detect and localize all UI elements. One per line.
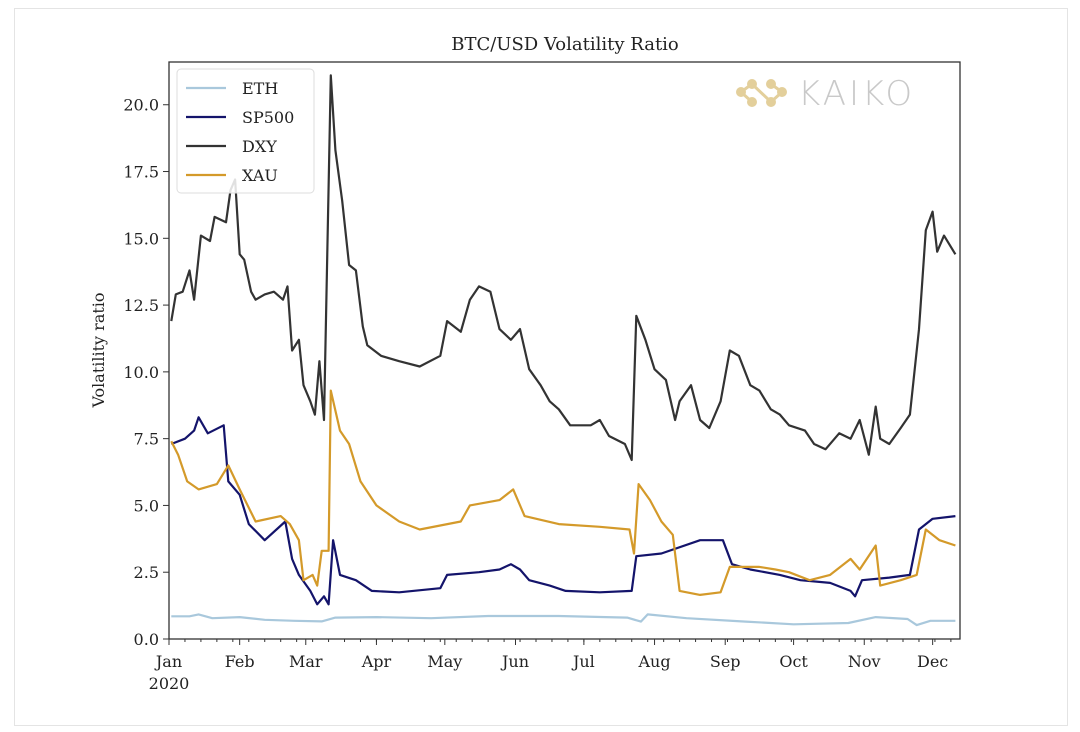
legend-box — [176, 68, 315, 194]
y-tick-label: 17.5 — [123, 163, 159, 182]
x-tick-label: Mar — [289, 652, 323, 671]
x-tick-label: Nov — [848, 652, 881, 671]
x-tick-sublabel: 2020 — [149, 674, 190, 693]
kaiko-logo-icon — [736, 79, 787, 107]
y-tick-label: 12.5 — [123, 296, 159, 315]
series-line-sp500 — [170, 416, 956, 606]
series-line-dxy — [170, 74, 957, 462]
kaiko-logo-text: KAIKO — [798, 74, 915, 114]
kaiko-logo: KAIKO — [736, 74, 915, 114]
x-tick-label: Oct — [779, 652, 808, 671]
x-tick-label: Sep — [710, 652, 741, 671]
x-tick-label: Apr — [361, 652, 392, 671]
series-line-eth — [171, 613, 956, 627]
y-axis-label: Volatility ratio — [89, 292, 108, 408]
x-tick-label: Aug — [637, 652, 670, 671]
chart-frame — [14, 8, 1068, 726]
x-tick-label: May — [427, 652, 462, 671]
legend-label-dxy: DXY — [242, 137, 277, 156]
x-tick-label: Jan — [154, 652, 182, 671]
series-line-xau — [170, 389, 956, 596]
x-tick-label: Jun — [500, 652, 529, 671]
y-tick-label: 15.0 — [123, 229, 159, 248]
y-tick-label: 20.0 — [123, 96, 159, 115]
chart-title: BTC/USD Volatility Ratio — [451, 34, 679, 55]
y-tick-label: 2.5 — [134, 563, 159, 582]
legend-label-xau: XAU — [242, 166, 278, 185]
x-tick-label: Jul — [571, 652, 595, 671]
x-tick-label: Dec — [917, 652, 948, 671]
axes-frame — [168, 61, 961, 640]
legend-label-sp500: SP500 — [242, 108, 294, 127]
x-tick-label: Feb — [225, 652, 255, 671]
legend-label-eth: ETH — [242, 79, 278, 98]
y-tick-label: 7.5 — [134, 430, 159, 449]
y-tick-label: 5.0 — [134, 496, 159, 515]
y-tick-label: 10.0 — [123, 363, 159, 382]
legend: ETH SP500 DXY XAU — [176, 68, 315, 194]
y-tick-label: 0.0 — [134, 630, 159, 649]
